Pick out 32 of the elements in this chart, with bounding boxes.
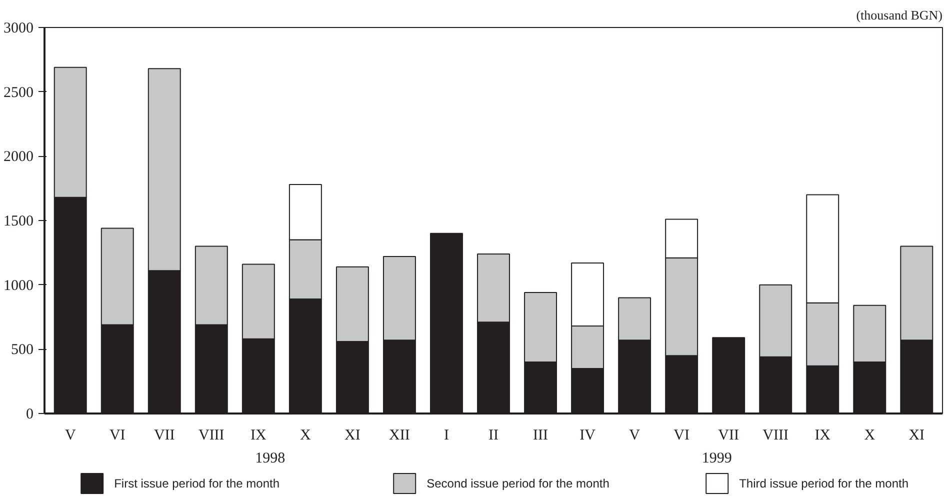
x-tick-label: XI <box>344 428 360 444</box>
x-tick-label: XII <box>389 428 410 444</box>
y-axis-title: (thousand BGN) <box>856 8 942 22</box>
x-tick-label: VIII <box>762 428 789 444</box>
text: 1999 <box>702 450 732 466</box>
y-tick-label: 2500 <box>4 84 34 101</box>
text: 1998 <box>255 450 286 466</box>
x-tick-label: VI <box>674 428 690 444</box>
x-tick-label: IX <box>814 428 831 444</box>
x-tick-label: VI <box>109 428 126 444</box>
x-tick-label: X <box>300 428 312 444</box>
x-tick-label: II <box>488 428 499 444</box>
y-tick-label: 2000 <box>4 149 34 166</box>
x-tick-label: III <box>533 428 548 444</box>
x-tick-label: IX <box>250 428 267 444</box>
x-tick-label: VII <box>154 428 175 444</box>
x-tick-label: VIII <box>198 428 224 444</box>
legend-label: First issue period for the month <box>114 476 280 490</box>
x-tick-label: X <box>864 428 876 444</box>
x-tick-label: VII <box>718 428 739 444</box>
x-tick-label: I <box>444 428 449 444</box>
x-tick-label: V <box>629 428 640 444</box>
x-tick-label: XI <box>908 428 925 444</box>
y-tick-label: 500 <box>11 342 34 358</box>
x-tick-label: V <box>64 428 76 444</box>
y-tick-label: 1500 <box>4 214 34 230</box>
y-tick-label: 3000 <box>4 20 34 36</box>
legend-label: Third issue period for the month <box>739 476 909 490</box>
y-tick-label: 1000 <box>4 278 34 294</box>
x-tick-label: IV <box>580 428 596 444</box>
y-tick-label: 0 <box>26 406 34 422</box>
legend-label: Second issue period for the month <box>426 476 610 490</box>
